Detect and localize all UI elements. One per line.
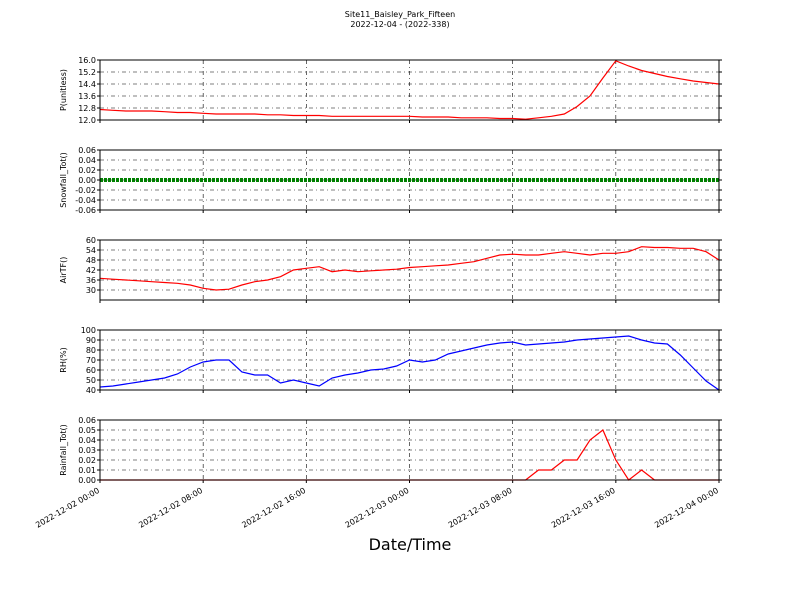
x-tick-label: 2022-12-02 08:00 — [137, 486, 204, 530]
x-tick-label: 2022-12-03 16:00 — [550, 486, 617, 530]
y-tick-label: 12.0 — [78, 116, 96, 125]
y-tick-label: 0.02 — [78, 166, 96, 175]
y-tick-label: 0.03 — [78, 446, 96, 455]
x-tick-label: 2022-12-04 00:00 — [653, 486, 720, 530]
y-tick-label: -0.04 — [75, 196, 96, 205]
y-tick-label: 36 — [86, 276, 96, 285]
plot-frame — [99, 59, 720, 121]
y-tick-label: 40 — [86, 386, 96, 395]
y-tick-label: -0.02 — [75, 186, 96, 195]
y-tick-label: 54 — [86, 246, 96, 255]
y-tick-label: 0.00 — [78, 176, 96, 185]
y-tick-label: 15.2 — [78, 68, 96, 77]
y-axis-label: Rainfall_Tot() — [59, 424, 68, 476]
plot-frame — [99, 419, 720, 481]
y-tick-label: 80 — [86, 346, 96, 355]
y-tick-label: 90 — [86, 336, 96, 345]
y-tick-label: 13.6 — [78, 92, 96, 101]
y-tick-label: 30 — [86, 286, 96, 295]
y-tick-label: 48 — [86, 256, 96, 265]
y-tick-label: 14.4 — [78, 80, 96, 89]
y-axis-label: P(unitless) — [59, 69, 68, 111]
y-tick-label: 0.04 — [78, 156, 96, 165]
y-tick-label: 0.06 — [78, 146, 96, 155]
chart-subtitle: 2022-12-04 - (2022-338) — [350, 20, 449, 29]
plot-frame — [99, 239, 720, 301]
y-tick-label: 50 — [86, 376, 96, 385]
y-axis-label: RH(%) — [59, 347, 68, 372]
y-tick-label: 0.02 — [78, 456, 96, 465]
y-tick-label: -0.06 — [75, 206, 96, 215]
y-tick-label: 42 — [86, 266, 96, 275]
y-tick-label: 60 — [86, 236, 96, 245]
y-tick-label: 0.04 — [78, 436, 96, 445]
y-tick-label: 0.06 — [78, 416, 96, 425]
data-line — [99, 246, 720, 291]
y-axis-label: AirTF() — [59, 257, 68, 284]
chart-title: Site11_Baisley_Park_Fifteen — [345, 10, 455, 19]
x-tick-label: 2022-12-03 00:00 — [344, 486, 411, 530]
x-tick-label: 2022-12-03 08:00 — [447, 486, 514, 530]
y-tick-label: 100 — [81, 326, 96, 335]
y-tick-label: 0.00 — [78, 476, 96, 485]
y-axis-label: Snowfall_Tot() — [59, 152, 68, 208]
data-line — [99, 335, 720, 391]
y-tick-label: 0.05 — [78, 426, 96, 435]
x-axis-label: Date/Time — [369, 535, 452, 554]
y-tick-label: 16.0 — [78, 56, 96, 65]
y-tick-label: 70 — [86, 356, 96, 365]
y-tick-label: 12.8 — [78, 104, 96, 113]
plot-frame — [99, 329, 720, 391]
x-tick-label: 2022-12-02 16:00 — [240, 486, 307, 530]
x-tick-label: 2022-12-02 00:00 — [34, 486, 101, 530]
y-tick-label: 0.01 — [78, 466, 96, 475]
plot-frame — [99, 149, 720, 211]
data-line — [99, 60, 720, 120]
y-tick-label: 60 — [86, 366, 96, 375]
